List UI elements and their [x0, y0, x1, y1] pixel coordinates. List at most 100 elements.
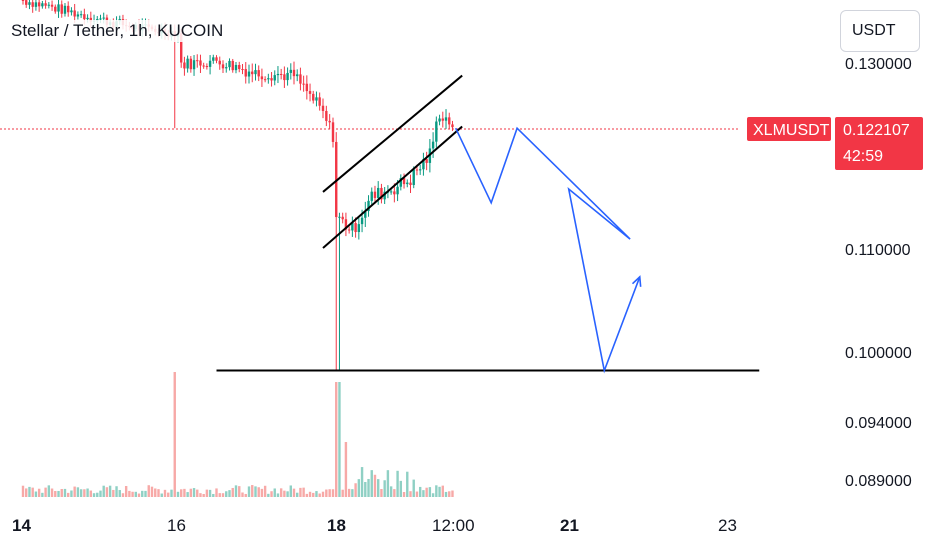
countdown-text: 42:59: [843, 148, 883, 165]
candle: [28, 0, 31, 10]
candle: [221, 60, 225, 73]
volume-bar: [402, 491, 406, 497]
volume-bar: [393, 489, 396, 497]
candle: [21, 0, 25, 5]
x-tick-label: 21: [560, 516, 579, 535]
volume-bar: [344, 442, 348, 497]
y-tick-label: 0.100000: [845, 345, 912, 362]
candle: [444, 109, 448, 129]
volume-bar: [244, 493, 247, 497]
volume-bar: [76, 487, 80, 497]
volume-bar: [435, 485, 438, 497]
candle: [273, 70, 276, 86]
volume-bar: [221, 493, 225, 497]
volume-bar: [218, 493, 221, 497]
volume-bar: [183, 488, 186, 497]
volume-bar: [412, 479, 415, 497]
volume-bar: [364, 481, 367, 497]
candle: [70, 7, 73, 16]
volume-bar: [186, 492, 189, 497]
candle: [399, 174, 403, 191]
candle: [44, 0, 47, 9]
volume-bar: [331, 489, 335, 497]
candle: [215, 55, 218, 64]
candle: [451, 120, 454, 131]
volume-bar: [21, 485, 25, 497]
y-tick-label: 0.130000: [845, 56, 912, 73]
volume-bar: [396, 470, 399, 497]
volume-bar: [67, 492, 70, 497]
volume-bar: [31, 487, 34, 497]
candle: [364, 201, 367, 227]
candle: [409, 174, 412, 193]
time-axis[interactable]: 14 16 18 12:00 21 23: [12, 516, 737, 535]
volume-bar: [383, 480, 386, 497]
volume-bar: [370, 470, 373, 497]
volume-bar: [92, 493, 96, 497]
candle: [357, 216, 361, 240]
volume-bar: [305, 493, 309, 497]
projection-path: [454, 126, 641, 374]
volume-bar: [406, 471, 409, 497]
candles: [21, 0, 454, 371]
price-axis[interactable]: 0.130000 0.110000 0.100000 0.094000 0.08…: [845, 56, 912, 490]
candle: [225, 62, 228, 73]
symbol-tag-text: XLMUSDT: [753, 122, 830, 139]
candle: [425, 151, 428, 171]
volume-bar: [438, 486, 441, 497]
drawings[interactable]: [216, 74, 760, 374]
candle: [218, 56, 221, 70]
volume-bar: [380, 489, 383, 497]
x-tick-label: 18: [327, 516, 346, 535]
candle: [318, 92, 321, 111]
candle: [367, 195, 370, 217]
volume-bar: [70, 490, 73, 497]
volume-bar: [312, 492, 315, 497]
candle: [286, 67, 289, 86]
volume-bar: [41, 492, 44, 497]
volume-bar: [102, 485, 105, 497]
volume-bar: [428, 487, 432, 497]
volume-bar: [192, 488, 196, 497]
candle: [37, 0, 41, 12]
volume-bar: [351, 489, 354, 497]
volume-bar: [241, 492, 244, 497]
volume-bar: [341, 489, 344, 497]
channel-upper-line: [322, 74, 463, 193]
candle: [60, 0, 63, 18]
currency-button[interactable]: USDT: [840, 10, 920, 52]
volume-bar: [338, 382, 341, 497]
volume-bar: [251, 485, 254, 497]
candle: [431, 132, 435, 158]
volume-bar: [202, 493, 205, 497]
volume-bar: [150, 486, 154, 497]
volume-bar: [225, 491, 228, 497]
candle: [202, 62, 205, 69]
volume-bar: [124, 486, 128, 497]
candle: [208, 55, 212, 75]
volume-bar: [73, 486, 76, 497]
volume-bar: [47, 485, 51, 497]
volume-bar: [137, 493, 141, 497]
candle: [257, 65, 260, 82]
volume-bar: [60, 488, 63, 497]
candle: [325, 105, 328, 127]
candle: [57, 0, 60, 18]
volume-bar: [160, 493, 163, 497]
volume-bar: [283, 490, 286, 497]
volume-bar: [157, 489, 160, 497]
volume-bar: [180, 489, 183, 497]
volume-bar: [257, 487, 260, 497]
volume-bar: [99, 490, 102, 497]
volume-bar: [208, 489, 212, 497]
volume-bar: [389, 486, 393, 497]
candle: [47, 2, 51, 9]
volume-bar: [367, 478, 370, 497]
volume-bar: [270, 491, 273, 497]
x-tick-label: 12:00: [432, 516, 475, 535]
candle: [351, 216, 354, 237]
volume-bar: [409, 491, 412, 497]
x-tick-label: 16: [167, 516, 186, 535]
volume-bar: [318, 493, 321, 497]
